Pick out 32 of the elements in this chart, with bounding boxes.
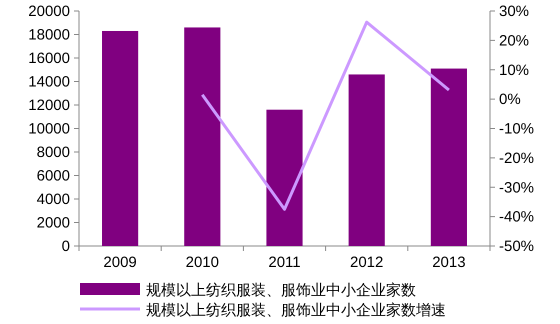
- y2-tick-label: -30%: [499, 179, 534, 196]
- y-tick-label: 8000: [36, 144, 70, 161]
- y2-tick-label: 20%: [499, 32, 530, 50]
- bar: [430, 68, 467, 246]
- y2-tick-label: -40%: [499, 208, 534, 226]
- x-tick-label: 2012: [350, 254, 384, 271]
- y2-tick-label: -20%: [499, 150, 534, 167]
- y-tick-label: 4000: [36, 191, 70, 208]
- x-tick-label: 2011: [268, 254, 301, 271]
- y-tick-label: 0: [62, 238, 70, 255]
- y-tick-label: 18000: [28, 26, 70, 44]
- y2-tick-label: -50%: [499, 238, 534, 255]
- y2-tick-label: -10%: [499, 120, 534, 138]
- y-tick-label: 2000: [36, 214, 70, 232]
- y-tick-label: 16000: [28, 50, 70, 67]
- bar: [348, 74, 385, 246]
- y-tick-label: 14000: [28, 74, 70, 90]
- y-tick-label: 10000: [28, 120, 70, 138]
- legend-label: 规模以上纺织服装、服饰业中小企业家数增速: [146, 301, 446, 319]
- x-tick-label: 2010: [186, 254, 219, 271]
- y-tick-label: 20000: [28, 3, 70, 20]
- y2-tick-label: 30%: [499, 3, 530, 20]
- y-tick-label: 6000: [36, 168, 70, 184]
- legend-label: 规模以上纺织服装、服饰业中小企业家数: [146, 281, 416, 299]
- y2-tick-label: 0%: [499, 91, 521, 108]
- bar: [266, 110, 303, 246]
- x-tick-label: 2013: [432, 254, 466, 271]
- y2-tick-label: 10%: [499, 62, 530, 79]
- y-tick-label: 12000: [28, 97, 70, 114]
- bar: [184, 27, 220, 246]
- bar: [102, 30, 138, 246]
- x-tick-label: 2009: [103, 254, 137, 271]
